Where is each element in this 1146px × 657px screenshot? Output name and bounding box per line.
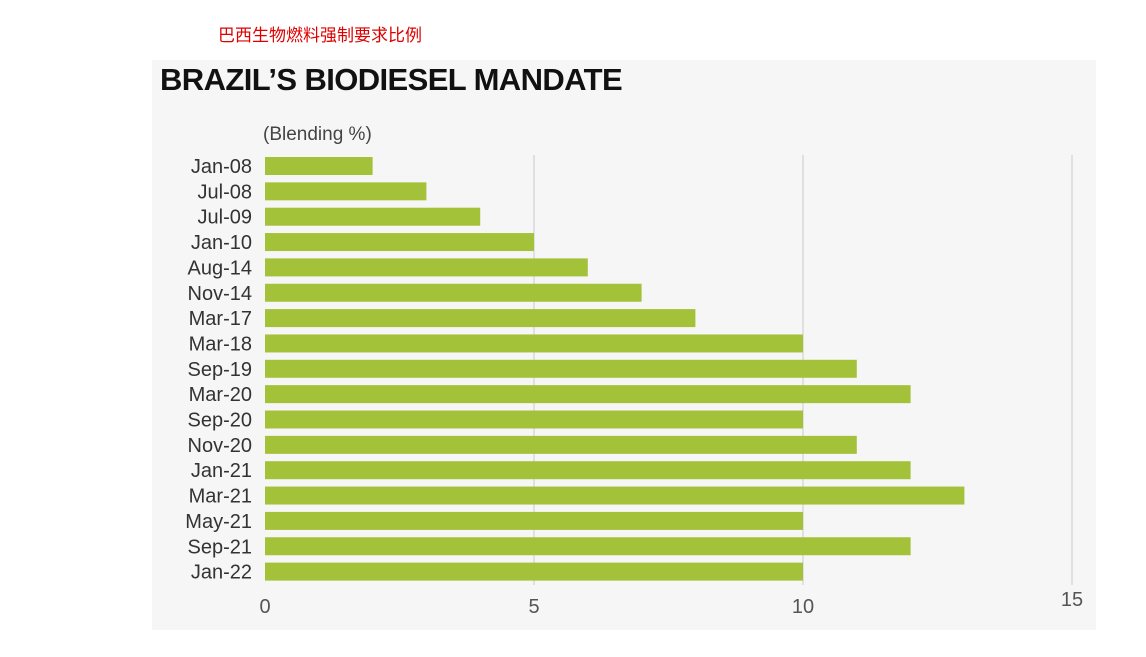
category-labels: Jan-08 Jul-08 Jul-09 Jan-10 Aug-14 Nov-14 Mar-…	[185, 156, 252, 584]
category-label: Sep-20	[188, 410, 253, 432]
x-tick-label: 15	[1061, 589, 1083, 611]
bar	[265, 283, 642, 302]
bar	[265, 157, 373, 175]
bars	[265, 157, 965, 581]
category-label: Mar-20	[189, 384, 252, 406]
chinese-title: 巴西生物燃料强制要求比例	[218, 26, 422, 46]
bar	[265, 182, 427, 201]
bar	[265, 511, 803, 530]
category-label: Jan-10	[191, 232, 252, 254]
category-label: Jan-22	[191, 562, 252, 584]
bar	[265, 410, 803, 429]
bar	[265, 385, 911, 404]
x-tick-label: 0	[259, 596, 270, 618]
x-tick-label: 5	[528, 596, 539, 618]
category-label: Sep-19	[188, 359, 253, 381]
category-label: Nov-14	[188, 283, 252, 305]
unit-label: (Blending %)	[263, 124, 372, 145]
bar	[265, 537, 911, 556]
category-label: Nov-20	[188, 435, 252, 457]
bar	[265, 233, 534, 252]
category-label: Jan-21	[191, 460, 252, 482]
category-label: Aug-14	[188, 257, 253, 279]
category-label: Jul-09	[198, 207, 252, 229]
chart-title: BRAZIL’S BIODIESEL MANDATE	[160, 62, 623, 97]
bar	[265, 207, 481, 226]
bar	[265, 258, 588, 277]
bar	[265, 435, 857, 454]
bar	[265, 562, 803, 581]
bar	[265, 309, 696, 328]
x-tick-label: 10	[792, 596, 814, 618]
category-label: Mar-21	[189, 486, 252, 508]
bar	[265, 334, 803, 353]
category-label: Mar-18	[189, 333, 252, 355]
category-label: Jul-08	[198, 181, 252, 203]
bar	[265, 359, 857, 378]
category-label: Jan-08	[191, 156, 252, 178]
x-tick-labels: 0 5 10 15	[259, 589, 1083, 618]
bar	[265, 461, 911, 480]
category-label: Sep-21	[188, 536, 253, 558]
category-label: Mar-17	[189, 308, 252, 330]
category-label: May-21	[185, 511, 252, 533]
bar	[265, 486, 965, 505]
